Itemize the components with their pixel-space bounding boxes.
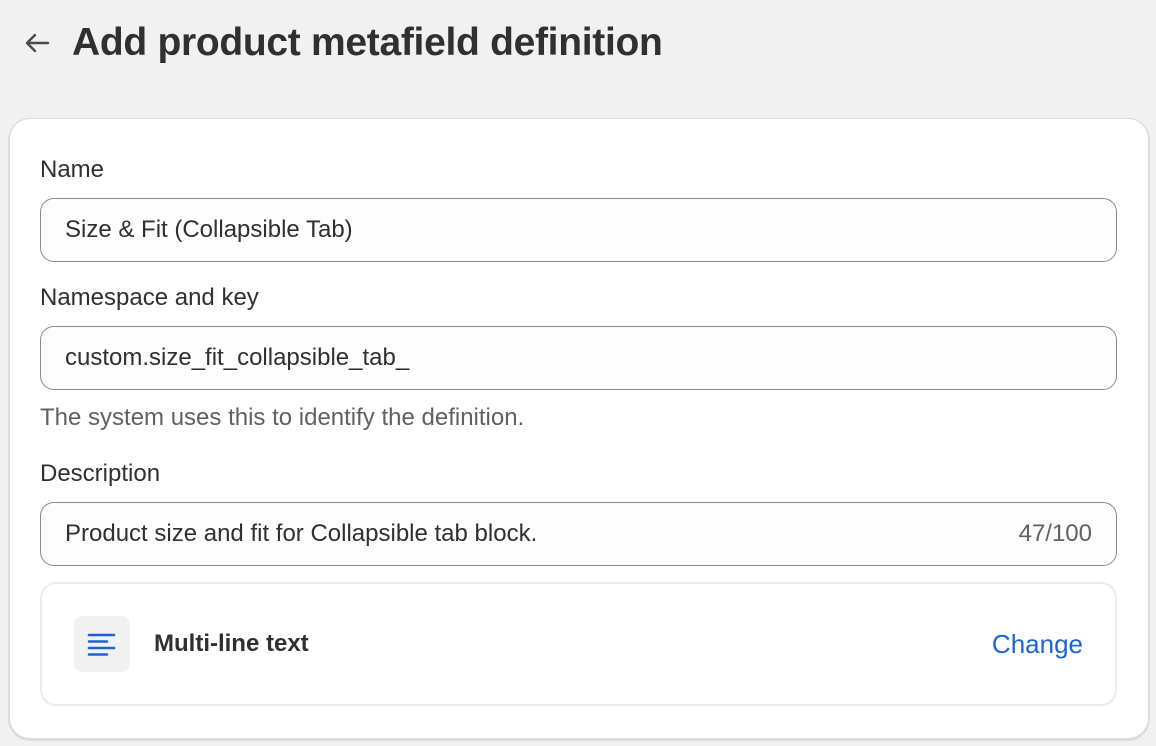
type-selector: Multi-line text Change: [40, 582, 1117, 706]
name-input[interactable]: Size & Fit (Collapsible Tab): [40, 198, 1117, 262]
namespace-value: custom.size_fit_collapsible_tab_: [65, 344, 410, 371]
name-label: Name: [40, 156, 105, 183]
description-input[interactable]: Product size and fit for Collapsible tab…: [40, 502, 1117, 566]
type-name: Multi-line text: [154, 630, 309, 657]
character-count: 47/100: [1018, 520, 1092, 547]
description-value: Product size and fit for Collapsible tab…: [65, 520, 538, 547]
namespace-input[interactable]: custom.size_fit_collapsible_tab_: [40, 326, 1117, 390]
definition-card: Name Size & Fit (Collapsible Tab) Namesp…: [10, 119, 1148, 738]
back-button[interactable]: [22, 28, 52, 58]
namespace-label: Namespace and key: [40, 284, 259, 311]
namespace-help: The system uses this to identify the def…: [40, 404, 525, 431]
arrow-left-icon: [25, 33, 50, 53]
text-align-left-icon: [74, 616, 130, 672]
name-value: Size & Fit (Collapsible Tab): [65, 216, 353, 243]
page-header: Add product metafield definition: [22, 18, 663, 68]
description-label: Description: [40, 460, 161, 487]
change-type-button[interactable]: Change: [991, 628, 1083, 659]
page-title: Add product metafield definition: [72, 21, 663, 64]
